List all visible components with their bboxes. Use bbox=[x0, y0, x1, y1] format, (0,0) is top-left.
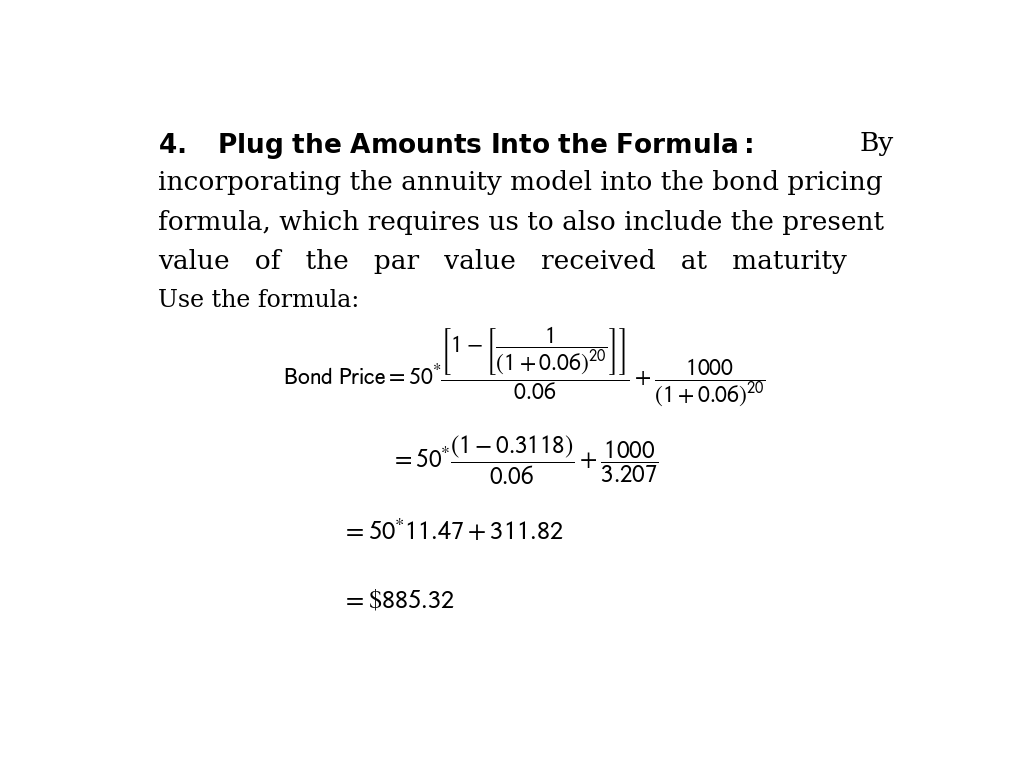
Text: formula, which requires us to also include the present: formula, which requires us to also inclu… bbox=[158, 210, 884, 235]
Text: $= \$885.32$: $= \$885.32$ bbox=[342, 588, 456, 614]
Text: incorporating the annuity model into the bond pricing: incorporating the annuity model into the… bbox=[158, 170, 883, 195]
Text: By: By bbox=[859, 131, 894, 156]
Text: $\mathrm{Bond\ Price} = 50^{*} \dfrac{\left[1 - \left[\dfrac{1}{(1+0.06)^{20}}\r: $\mathrm{Bond\ Price} = 50^{*} \dfrac{\l… bbox=[284, 324, 766, 409]
Text: $= 50^{*}11.47 + 311.82$: $= 50^{*}11.47 + 311.82$ bbox=[342, 519, 564, 546]
Text: Use the formula:: Use the formula: bbox=[158, 289, 359, 312]
Text: $\mathbf{4.\ \ \ Plug\ the\ Amounts\ Into\ the\ Formula:}$: $\mathbf{4.\ \ \ Plug\ the\ Amounts\ Int… bbox=[158, 131, 753, 161]
Text: $= 50^{*} \dfrac{(1-0.3118)}{0.06} + \dfrac{1000}{3.207}$: $= 50^{*} \dfrac{(1-0.3118)}{0.06} + \df… bbox=[391, 433, 658, 487]
Text: value   of   the   par   value   received   at   maturity: value of the par value received at matur… bbox=[158, 250, 847, 274]
